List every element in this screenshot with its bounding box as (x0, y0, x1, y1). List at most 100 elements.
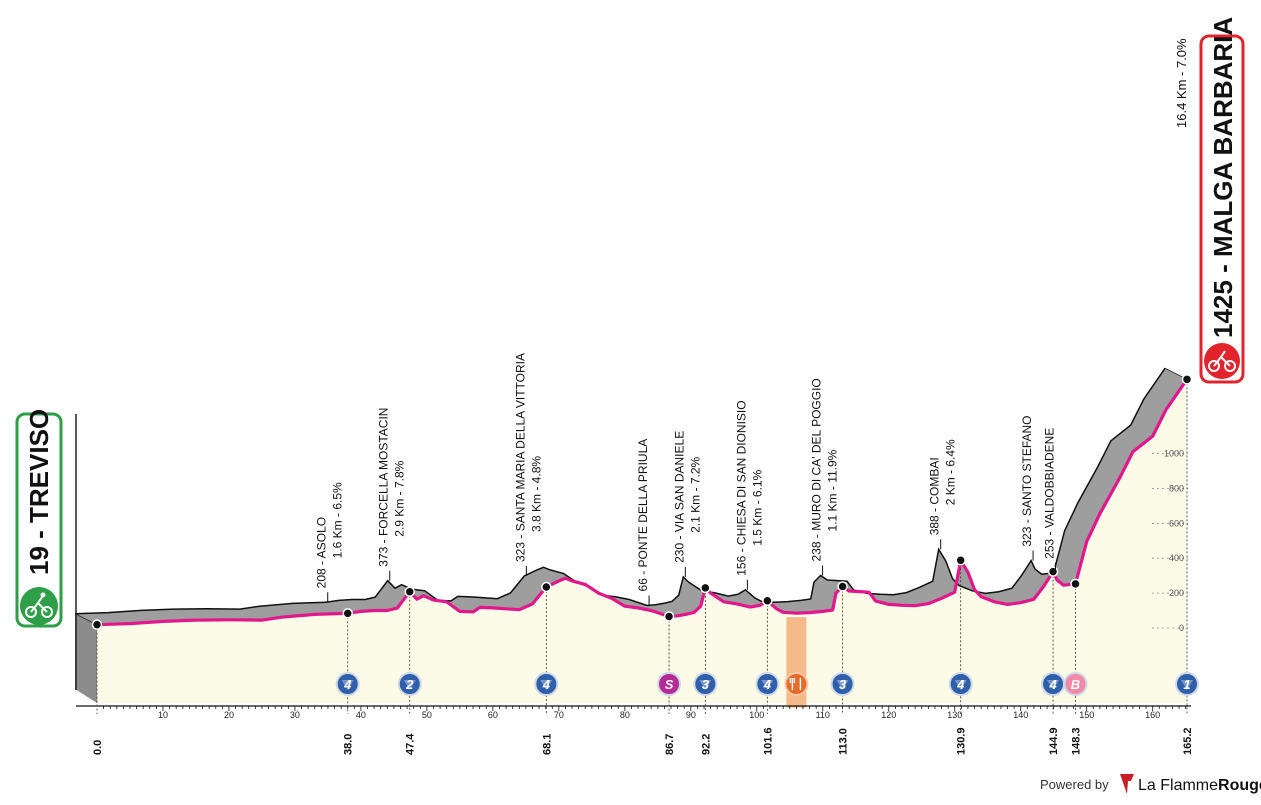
profile-ridge-line (74, 367, 1166, 615)
cyclist-finish-glyph (1208, 350, 1236, 372)
km-tick-label: 50 (422, 710, 432, 720)
elevation-tick-label: 400 (1169, 553, 1184, 563)
finish-banner-box (1199, 34, 1245, 384)
start-banner-box (15, 412, 63, 628)
waypoint-km-label: 165.2 (1182, 727, 1194, 755)
category-badge-icon (693, 672, 718, 696)
category-badge-label: 4 (1048, 677, 1057, 692)
km-tick-label: 20 (224, 710, 234, 720)
badge-triangle (761, 680, 774, 690)
waypoint-km-label: 47.4 (405, 733, 417, 755)
waypoint-climb-label: 1.6 Km - 6.5% (331, 482, 345, 558)
waypoint-dot (663, 611, 675, 622)
badge-triangle (1047, 680, 1060, 690)
category-badge-label: B (1071, 677, 1080, 692)
category-badge-label: 3 (702, 677, 710, 692)
waypoint-name-label: 323 - SANTA MARIA DELLA VITTORIA (513, 353, 527, 562)
waypoint-km-label: 101.6 (762, 727, 774, 755)
waypoint-km-label: 130.9 (956, 727, 968, 755)
category-badge-icon (830, 672, 855, 696)
km-tick-label: 100 (749, 710, 764, 720)
waypoint-name-label: 253 - VALDOBBIADENE (1042, 428, 1056, 559)
category-badge-label: 4 (542, 677, 551, 692)
km-tick-label: 90 (686, 710, 696, 720)
elevation-tick-label: 200 (1169, 588, 1184, 598)
powered-by-label: Powered by (1040, 777, 1109, 792)
waypoint-km-label: 92.2 (700, 734, 712, 755)
category-badge-icon (755, 672, 780, 696)
waypoint-dot (1047, 566, 1059, 577)
waypoint-name-label: 208 - ASOLO (315, 517, 329, 588)
footer: Powered by La FlammeRouge (1040, 774, 1261, 794)
fork-knife-icon (784, 672, 809, 696)
waypoint-name-label: 373 - FORCELLA MOSTACIN (377, 408, 391, 567)
elevation-tick-label: 1000 (1164, 449, 1184, 459)
badge-triangle (403, 680, 416, 690)
profile-side-face (75, 613, 97, 703)
waypoint-name-label: 323 - SANTO STEFANO (1020, 415, 1034, 546)
start-label: 19 - TREVISO (24, 409, 54, 575)
waypoint-climb-label: 1.1 Km - 11.9% (826, 449, 840, 531)
waypoint-dot (762, 595, 773, 607)
finish-climb: 16.4 Km - 7.0% (1174, 38, 1189, 128)
category-badge-icon (397, 672, 422, 696)
waypoint-dot (700, 582, 711, 594)
waypoint-dot (404, 586, 415, 597)
waypoint-km-label: 148.3 (1070, 727, 1082, 755)
badge-triangle (1181, 680, 1193, 690)
cyclist-finish-icon (1204, 343, 1240, 379)
category-badge-label: 1 (1183, 677, 1190, 692)
category-badge-label: 4 (343, 677, 352, 692)
waypoint-climb-label: 2.1 Km - 7.2% (688, 457, 702, 533)
waypoint-climb-label: 2 Km - 6.4% (944, 439, 958, 505)
waypoint-dot (955, 555, 966, 566)
km-tick-label: 60 (488, 710, 498, 720)
brand-name: La FlammeRouge (1138, 777, 1261, 794)
badge-triangle (836, 680, 849, 690)
waypoint-km-label: 68.1 (541, 734, 553, 755)
km-tick-label: 150 (1079, 710, 1094, 720)
km-tick-label: 30 (290, 710, 300, 720)
badge-triangle (540, 680, 553, 690)
elevation-tick-label: 0 (1179, 623, 1184, 633)
km-tick-label: 10 (158, 710, 168, 720)
category-badge-label: S (665, 677, 674, 692)
profile-ground (97, 379, 1187, 703)
waypoint-climb-label: 3.8 Km - 4.8% (529, 456, 543, 532)
waypoint-km-label: 86.7 (664, 734, 676, 755)
cyclist-glyph (25, 596, 53, 618)
category-badge-label: 2 (405, 677, 414, 692)
waypoint-name-label: 238 - MURO DI CA' DEL POGGIO (810, 378, 824, 561)
waypoint-name-label: 388 - COMBAI (928, 457, 942, 535)
badge-triangle (954, 680, 967, 690)
category-badge-icon (335, 672, 360, 696)
km-tick-label: 160 (1145, 710, 1160, 720)
category-badge-icon (1063, 672, 1088, 696)
km-tick-label: 40 (356, 710, 366, 720)
waypoint-dot (837, 581, 848, 592)
category-badge-icon (948, 672, 973, 696)
start-banner: 19 - TREVISO (15, 409, 63, 628)
waypoint-dot (1181, 374, 1193, 385)
category-badge-label: 3 (839, 677, 847, 692)
fork-knife-glyph (789, 678, 802, 690)
finish-label: 1425 - MALGA BARBARIA (1208, 17, 1238, 338)
km-tick-label: 130 (947, 710, 962, 720)
waypoint-dot (1070, 578, 1081, 590)
waypoint-km-label: 38.0 (343, 734, 355, 755)
category-badge-icon (657, 672, 682, 696)
km-tick-label: 120 (881, 710, 896, 720)
waypoint-dot (541, 581, 552, 593)
brand-name-a: La Flamme (1138, 777, 1218, 794)
category-badge-icon (534, 672, 559, 696)
category-badge-label: 4 (956, 677, 965, 692)
elevation-tick-label: 600 (1169, 518, 1184, 528)
waypoint-dot (342, 608, 353, 619)
flamme-logo-icon (1120, 774, 1134, 794)
finish-banner: 1425 - MALGA BARBARIA 16.4 Km - 7.0% (1174, 17, 1245, 384)
badge-triangle (699, 680, 712, 690)
cyclist-icon (20, 587, 58, 625)
waypoint-name-label: 156 - CHIESA DI SAN DIONISIO (734, 400, 748, 575)
